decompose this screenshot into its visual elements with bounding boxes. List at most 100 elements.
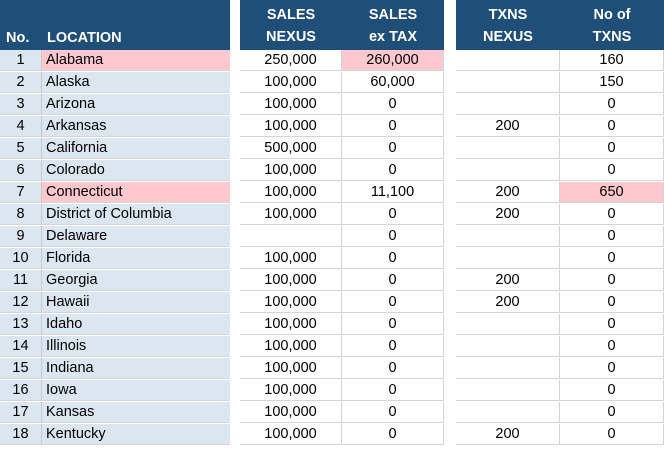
cell-no-of-txns[interactable]: 0 (560, 402, 664, 423)
cell-no-of-txns[interactable]: 0 (560, 248, 664, 269)
cell-location[interactable]: District of Columbia (42, 204, 230, 225)
cell-location[interactable]: Arizona (42, 94, 230, 115)
cell-sales-nexus[interactable]: 100,000 (240, 358, 342, 379)
cell-sales-nexus[interactable]: 250,000 (240, 50, 342, 71)
cell-sales-nexus[interactable]: 100,000 (240, 336, 342, 357)
cell-no-of-txns[interactable]: 0 (560, 160, 664, 181)
cell-location[interactable]: Indiana (42, 358, 230, 379)
cell-sales-nexus[interactable]: 500,000 (240, 138, 342, 159)
cell-sales-nexus[interactable]: 100,000 (240, 182, 342, 203)
cell-txns-nexus[interactable] (456, 160, 560, 181)
cell-sales-nexus[interactable]: 100,000 (240, 204, 342, 225)
cell-sales-ex-tax[interactable]: 0 (342, 292, 444, 313)
cell-sales-ex-tax[interactable]: 0 (342, 226, 444, 247)
cell-no-of-txns[interactable]: 0 (560, 94, 664, 115)
cell-sales-ex-tax[interactable]: 60,000 (342, 72, 444, 93)
cell-no-of-txns[interactable]: 650 (560, 182, 664, 203)
cell-sales-nexus[interactable]: 100,000 (240, 160, 342, 181)
cell-txns-nexus[interactable] (456, 94, 560, 115)
cell-txns-nexus[interactable] (456, 248, 560, 269)
cell-location[interactable]: Arkansas (42, 116, 230, 137)
cell-sales-ex-tax[interactable]: 0 (342, 94, 444, 115)
header-location[interactable]: LOCATION (47, 30, 122, 46)
cell-no-of-txns[interactable]: 0 (560, 424, 664, 445)
cell-sales-ex-tax[interactable]: 0 (342, 160, 444, 181)
cell-sales-nexus[interactable]: 100,000 (240, 116, 342, 137)
cell-location[interactable]: Kansas (42, 402, 230, 423)
cell-sales-ex-tax[interactable]: 0 (342, 402, 444, 423)
cell-sales-ex-tax[interactable]: 11,100 (342, 182, 444, 203)
cell-no[interactable]: 14 (0, 336, 42, 357)
cell-txns-nexus[interactable]: 200 (456, 116, 560, 137)
cell-no[interactable]: 4 (0, 116, 42, 137)
cell-no-of-txns[interactable]: 0 (560, 204, 664, 225)
header-sales-ex-tax[interactable]: SALES ex TAX (342, 4, 444, 48)
cell-location[interactable]: Alabama (42, 50, 230, 71)
cell-sales-ex-tax[interactable]: 0 (342, 380, 444, 401)
cell-sales-nexus[interactable] (240, 226, 342, 247)
cell-location[interactable]: Delaware (42, 226, 230, 247)
cell-location[interactable]: Idaho (42, 314, 230, 335)
cell-location[interactable]: Illinois (42, 336, 230, 357)
cell-location[interactable]: Iowa (42, 380, 230, 401)
cell-txns-nexus[interactable] (456, 380, 560, 401)
cell-txns-nexus[interactable] (456, 314, 560, 335)
cell-sales-nexus[interactable]: 100,000 (240, 94, 342, 115)
cell-sales-nexus[interactable]: 100,000 (240, 424, 342, 445)
cell-txns-nexus[interactable] (456, 50, 560, 71)
cell-sales-ex-tax[interactable]: 0 (342, 314, 444, 335)
cell-no[interactable]: 7 (0, 182, 42, 203)
cell-no-of-txns[interactable]: 0 (560, 226, 664, 247)
cell-location[interactable]: Hawaii (42, 292, 230, 313)
cell-sales-ex-tax[interactable]: 0 (342, 116, 444, 137)
cell-location[interactable]: California (42, 138, 230, 159)
cell-no[interactable]: 10 (0, 248, 42, 269)
cell-txns-nexus[interactable] (456, 336, 560, 357)
cell-txns-nexus[interactable] (456, 72, 560, 93)
cell-no[interactable]: 15 (0, 358, 42, 379)
cell-no[interactable]: 1 (0, 50, 42, 71)
cell-no-of-txns[interactable]: 160 (560, 50, 664, 71)
cell-no[interactable]: 5 (0, 138, 42, 159)
cell-txns-nexus[interactable] (456, 138, 560, 159)
cell-no[interactable]: 2 (0, 72, 42, 93)
cell-sales-ex-tax[interactable]: 0 (342, 270, 444, 291)
cell-txns-nexus[interactable]: 200 (456, 204, 560, 225)
cell-sales-ex-tax[interactable]: 260,000 (342, 50, 444, 71)
header-no[interactable]: No. (6, 30, 30, 46)
cell-location[interactable]: Connecticut (42, 182, 230, 203)
cell-no-of-txns[interactable]: 0 (560, 270, 664, 291)
cell-no[interactable]: 9 (0, 226, 42, 247)
cell-txns-nexus[interactable]: 200 (456, 270, 560, 291)
cell-no[interactable]: 11 (0, 270, 42, 291)
header-txns-nexus[interactable]: TXNS NEXUS (456, 4, 560, 48)
header-sales-nexus[interactable]: SALES NEXUS (240, 4, 342, 48)
cell-no-of-txns[interactable]: 0 (560, 138, 664, 159)
cell-sales-ex-tax[interactable]: 0 (342, 358, 444, 379)
cell-txns-nexus[interactable]: 200 (456, 292, 560, 313)
cell-sales-nexus[interactable]: 100,000 (240, 270, 342, 291)
cell-sales-nexus[interactable]: 100,000 (240, 380, 342, 401)
cell-sales-nexus[interactable]: 100,000 (240, 72, 342, 93)
cell-sales-ex-tax[interactable]: 0 (342, 336, 444, 357)
cell-no[interactable]: 17 (0, 402, 42, 423)
cell-no[interactable]: 16 (0, 380, 42, 401)
cell-no[interactable]: 3 (0, 94, 42, 115)
cell-no[interactable]: 6 (0, 160, 42, 181)
cell-txns-nexus[interactable] (456, 358, 560, 379)
cell-no[interactable]: 13 (0, 314, 42, 335)
cell-no-of-txns[interactable]: 0 (560, 314, 664, 335)
cell-txns-nexus[interactable] (456, 402, 560, 423)
cell-no-of-txns[interactable]: 150 (560, 72, 664, 93)
cell-location[interactable]: Alaska (42, 72, 230, 93)
cell-sales-nexus[interactable]: 100,000 (240, 248, 342, 269)
cell-no-of-txns[interactable]: 0 (560, 292, 664, 313)
cell-sales-nexus[interactable]: 100,000 (240, 292, 342, 313)
cell-no-of-txns[interactable]: 0 (560, 380, 664, 401)
cell-sales-ex-tax[interactable]: 0 (342, 248, 444, 269)
cell-sales-ex-tax[interactable]: 0 (342, 424, 444, 445)
cell-txns-nexus[interactable]: 200 (456, 424, 560, 445)
cell-sales-ex-tax[interactable]: 0 (342, 138, 444, 159)
cell-no[interactable]: 18 (0, 424, 42, 445)
cell-location[interactable]: Florida (42, 248, 230, 269)
